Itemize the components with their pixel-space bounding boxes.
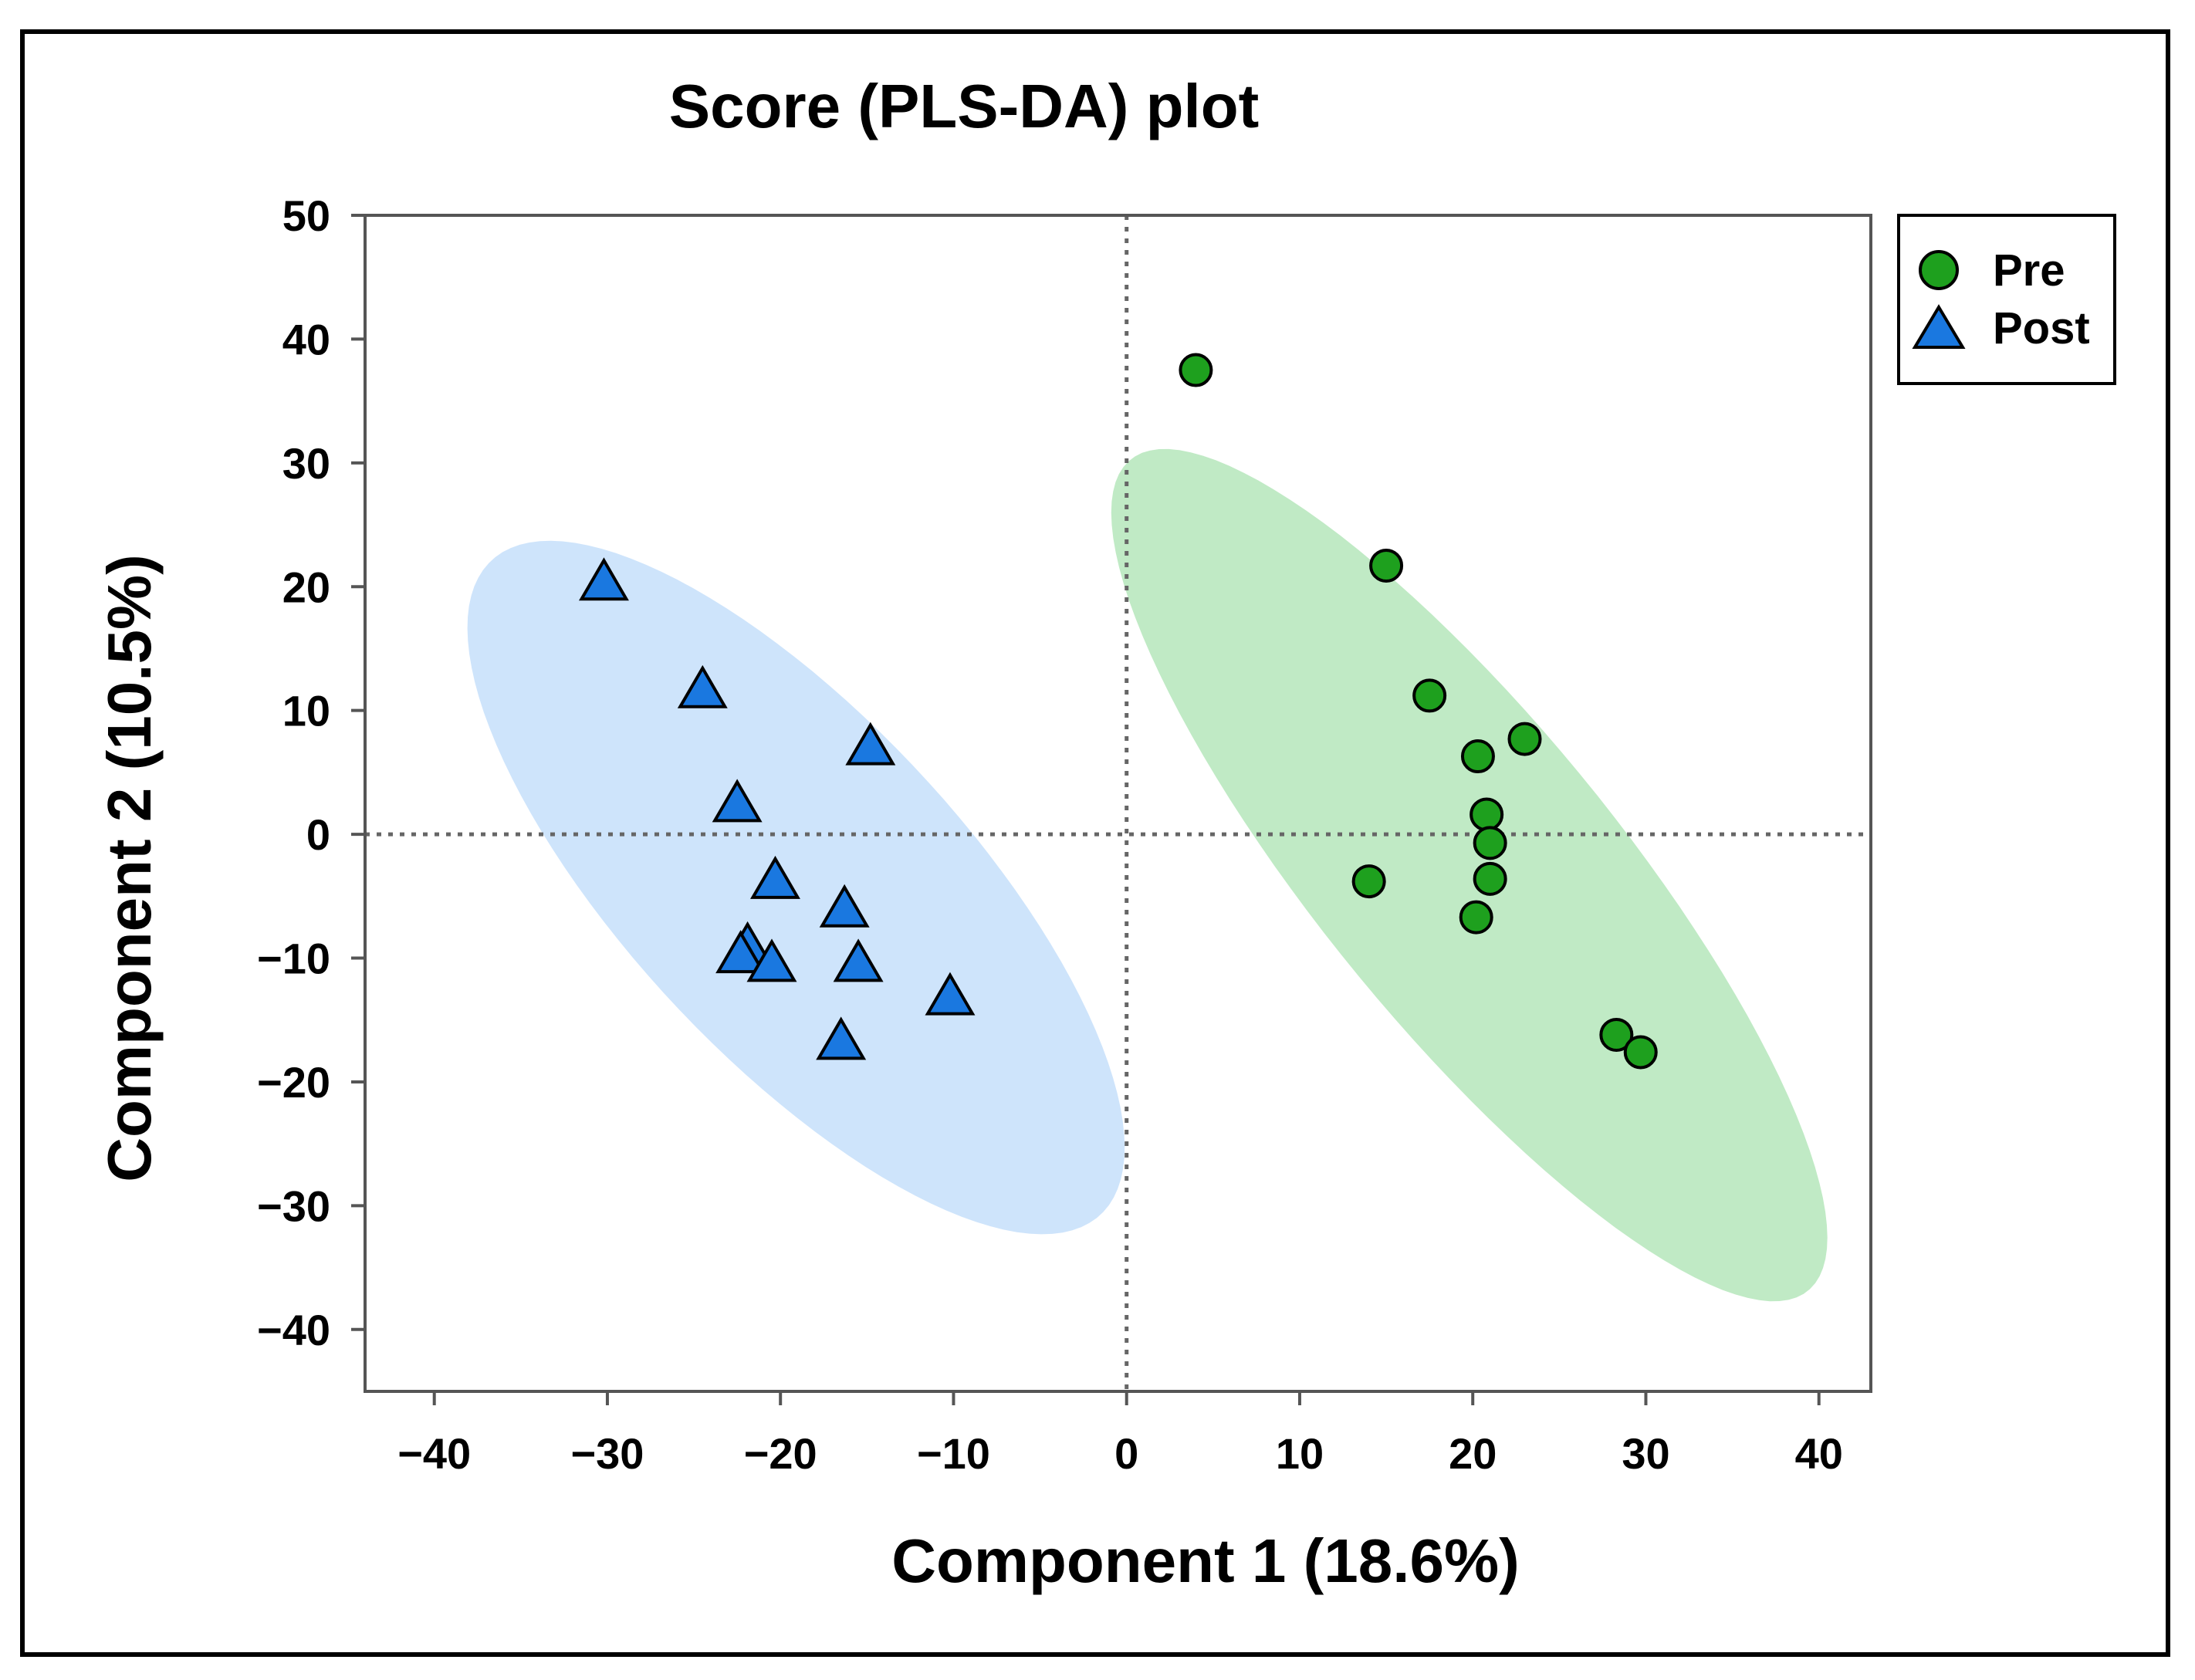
x-tick-label: −20 — [744, 1429, 817, 1478]
point-post-9 — [833, 938, 884, 982]
y-tick-label: 10 — [282, 687, 330, 735]
y-tick-label: 40 — [282, 315, 330, 363]
x-axis-label: Component 1 (18.6%) — [891, 1526, 1519, 1595]
point-pre-9 — [1459, 900, 1493, 935]
point-pre-8 — [1351, 864, 1386, 899]
data-points — [578, 353, 1658, 1070]
y-tick-label: 0 — [306, 810, 330, 859]
ellipse-post — [467, 540, 1125, 1235]
point-post-10 — [925, 972, 976, 1016]
figure-frame — [20, 29, 2170, 1657]
x-tick-label: 30 — [1622, 1429, 1669, 1478]
point-post-3 — [845, 722, 896, 766]
legend-box — [1897, 214, 2116, 385]
point-post-0 — [578, 557, 629, 601]
chart-title: Score (PLS-DA) plot — [669, 72, 1259, 140]
point-post-4 — [750, 855, 800, 899]
y-tick-label: −10 — [257, 935, 330, 983]
point-pre-5 — [1470, 797, 1504, 832]
x-tick-label: 20 — [1449, 1429, 1497, 1478]
x-tick-label: 0 — [1114, 1429, 1138, 1478]
y-tick-label: −40 — [257, 1306, 330, 1354]
point-pre-6 — [1473, 826, 1507, 860]
x-tick-label: −30 — [570, 1429, 644, 1478]
point-pre-7 — [1473, 861, 1507, 896]
point-pre-3 — [1460, 739, 1495, 774]
point-post-1 — [677, 664, 728, 708]
reference-lines — [365, 215, 1871, 1391]
y-tick-label: −20 — [257, 1058, 330, 1107]
point-post-11 — [816, 1016, 867, 1060]
legend-post-label: Post — [1993, 303, 2090, 353]
ellipse-pre — [1111, 448, 1828, 1302]
x-tick-label: −40 — [397, 1429, 471, 1478]
point-pre-4 — [1507, 722, 1542, 756]
y-tick-label: 50 — [282, 191, 330, 240]
x-tick-label: 40 — [1795, 1429, 1843, 1478]
x-axis: −40 −30 −20 −10 0 10 20 30 40 — [397, 1391, 1843, 1478]
y-axis: −40 −30 −20 −10 0 10 20 30 40 50 — [257, 191, 365, 1354]
y-tick-label: 20 — [282, 563, 330, 611]
point-pre-11 — [1623, 1035, 1658, 1070]
confidence-ellipses — [467, 448, 1828, 1302]
point-post-2 — [712, 779, 763, 823]
legend-pre-marker — [1919, 250, 1959, 290]
point-post-7 — [715, 930, 766, 974]
point-pre-1 — [1369, 548, 1404, 583]
point-pre-2 — [1412, 678, 1447, 713]
legend-pre-label: Pre — [1993, 245, 2065, 296]
y-axis-label: Component 2 (10.5%) — [95, 554, 164, 1181]
point-pre-10 — [1599, 1017, 1634, 1052]
point-post-8 — [746, 938, 797, 982]
y-tick-label: 30 — [282, 439, 330, 488]
x-tick-label: 10 — [1276, 1429, 1324, 1478]
point-post-5 — [819, 884, 870, 928]
point-pre-0 — [1179, 353, 1213, 387]
plot-area-border — [364, 214, 1872, 1393]
legend-post-marker — [1912, 304, 1966, 349]
y-tick-label: −30 — [257, 1181, 330, 1230]
x-tick-label: −10 — [917, 1429, 990, 1478]
legend: Pre Post — [1897, 214, 2116, 385]
